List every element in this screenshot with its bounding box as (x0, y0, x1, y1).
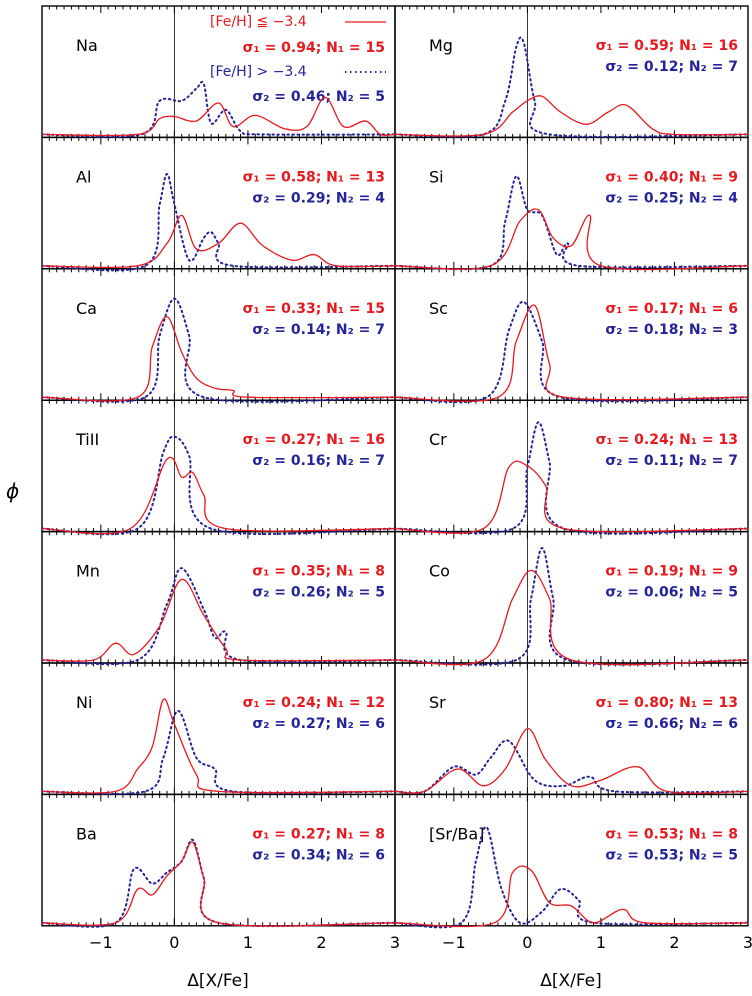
sigma2-annotation: σ₂ = 0.27; N₂ = 6 (252, 716, 385, 732)
series-group2-line (394, 826, 749, 929)
series-group1-line (394, 95, 749, 137)
x-tick-label: 0 (169, 933, 179, 952)
sigma2-annotation: σ₂ = 0.26; N₂ = 5 (252, 585, 385, 601)
series-group1-line (41, 841, 396, 927)
element-label: Mn (76, 562, 100, 581)
series-group1-line (394, 460, 749, 534)
x-tick-label: −1 (89, 933, 113, 952)
panel-sr-ba: [Sr/Ba] σ₁ = 0.53; N₁ = 8 σ₂ = 0.53; N₂ = … (394, 793, 749, 927)
sigma2-annotation: σ₂ = 0.66; N₂ = 6 (605, 716, 738, 732)
sigma1-annotation: σ₁ = 0.53; N₁ = 8 (605, 826, 738, 842)
series-group2-line (394, 546, 749, 666)
series-group1-line (41, 698, 396, 794)
series-group1-line (394, 865, 749, 928)
panel-co: Co σ₁ = 0.19; N₁ = 9 σ₂ = 0.06; N₂ = 5 (394, 530, 749, 664)
sigma1-annotation: σ₁ = 0.35; N₁ = 8 (252, 564, 385, 580)
x-tick-label: 0 (522, 933, 532, 952)
panel-sr: Sr σ₁ = 0.80; N₁ = 13 σ₂ = 0.66; N₂ = 6 (394, 662, 749, 796)
sigma1-annotation: σ₁ = 0.27; N₁ = 8 (252, 826, 385, 842)
sigma1-annotation: σ₁ = 0.24; N₁ = 13 (596, 432, 738, 448)
panel-mg: Mg σ₁ = 0.59; N₁ = 16 σ₂ = 0.12; N₂ = 7 (394, 5, 749, 139)
panel-ca: Ca σ₁ = 0.33; N₁ = 15 σ₂ = 0.14; N₂ = 7 (41, 268, 396, 401)
sigma1-annotation: σ₁ = 0.27; N₁ = 16 (243, 432, 385, 448)
legend-group1-label: [Fe/H] ≦ −3.4 (210, 14, 307, 30)
element-label: Ni (76, 693, 92, 712)
series-group2-line (394, 739, 749, 795)
sigma2-annotation: σ₂ = 0.25; N₂ = 4 (605, 190, 738, 206)
series-group2-line (41, 435, 396, 536)
series-group2-line (41, 172, 396, 272)
element-label: Co (429, 562, 450, 581)
x-tick-label: 3 (390, 933, 400, 952)
panel-sc: Sc σ₁ = 0.17; N₁ = 6 σ₂ = 0.18; N₂ = 3 (394, 268, 749, 401)
sigma2-annotation: σ₂ = 0.34; N₂ = 6 (252, 847, 385, 863)
panel-ni: Ni σ₁ = 0.24; N₁ = 12 σ₂ = 0.27; N₂ = 6 (41, 662, 396, 796)
series-group2-line (41, 567, 396, 666)
element-label: Al (76, 167, 91, 186)
x-tick-label: 1 (243, 933, 253, 952)
sigma2-annotation: σ₂ = 0.46; N₂ = 5 (252, 89, 385, 105)
panels-layer: −1 0 1 2 3 −1 0 1 2 3 Na σ₁ = 0.94; N₁ = 15 σ₂ = 0.4… (41, 5, 752, 952)
x-axis-label-right: Δ[X/Fe] (540, 971, 602, 991)
sigma2-annotation: σ₂ = 0.18; N₂ = 3 (605, 322, 738, 338)
series-group1-line (41, 214, 396, 269)
series-group2-line (41, 80, 396, 138)
series-group1-line (41, 456, 396, 535)
x-tick-label: 3 (743, 933, 752, 952)
series-group2-line (394, 421, 749, 535)
sigma2-annotation: σ₂ = 0.29; N₂ = 4 (252, 190, 385, 206)
curves-layer (41, 36, 749, 929)
x-tick-label: 2 (669, 933, 679, 952)
panel-mn: Mn σ₁ = 0.35; N₁ = 8 σ₂ = 0.26; N₂ = 5 (41, 530, 396, 664)
element-label: Si (429, 167, 444, 186)
element-label: TiII (75, 430, 99, 449)
sigma2-annotation: σ₂ = 0.16; N₂ = 7 (252, 453, 385, 469)
y-axis-label: ϕ (6, 479, 19, 503)
panel-si: Si σ₁ = 0.40; N₁ = 9 σ₂ = 0.25; N₂ = 4 (394, 136, 749, 270)
series-group2-line (41, 297, 396, 403)
panel-ba: Ba σ₁ = 0.27; N₁ = 8 σ₂ = 0.34; N₂ = 6 (41, 793, 396, 927)
x-tick-label: −1 (442, 933, 466, 952)
panel-tiii: TiII σ₁ = 0.27; N₁ = 16 σ₂ = 0.16; N₂ = 7 (41, 399, 396, 533)
series-group1-line (394, 304, 749, 402)
sigma1-annotation: σ₁ = 0.19; N₁ = 9 (605, 564, 738, 580)
sigma1-annotation: σ₁ = 0.58; N₁ = 13 (243, 169, 385, 185)
panel-al: Al σ₁ = 0.58; N₁ = 13 σ₂ = 0.29; N₂ = 4 (41, 136, 396, 270)
x-axis-label-left: Δ[X/Fe] (187, 971, 249, 991)
sigma1-annotation: σ₁ = 0.94; N₁ = 15 (243, 40, 385, 56)
series-group1-line (394, 728, 749, 794)
series-group1-line (394, 208, 749, 271)
sigma1-annotation: σ₁ = 0.24; N₁ = 12 (243, 695, 385, 711)
series-group1-line (41, 578, 396, 662)
sigma2-annotation: σ₂ = 0.11; N₂ = 7 (605, 453, 738, 469)
element-label: Ba (76, 824, 97, 843)
element-label: [Sr/Ba] (429, 824, 484, 843)
sigma1-annotation: σ₁ = 0.80; N₁ = 13 (596, 695, 738, 711)
sigma2-annotation: σ₂ = 0.06; N₂ = 5 (605, 585, 738, 601)
series-group1-line (394, 569, 749, 666)
sigma2-annotation: σ₂ = 0.53; N₂ = 5 (605, 847, 738, 863)
x-tick-label: 2 (316, 933, 326, 952)
panel-cr: Cr σ₁ = 0.24; N₁ = 13 σ₂ = 0.11; N₂ = 7 (394, 399, 749, 533)
legend-group2-label: [Fe/H] > −3.4 (210, 64, 307, 80)
sigma1-annotation: σ₁ = 0.40; N₁ = 9 (605, 169, 738, 185)
sigma1-annotation: σ₁ = 0.17; N₁ = 6 (605, 301, 738, 317)
legend: [Fe/H] ≦ −3.4 [Fe/H] > −3.4 (210, 14, 386, 80)
sigma2-annotation: σ₂ = 0.14; N₂ = 7 (252, 322, 385, 338)
element-label: Na (76, 36, 98, 55)
sigma2-annotation: σ₂ = 0.12; N₂ = 7 (605, 59, 738, 75)
element-label: Sr (429, 693, 446, 712)
series-group1-line (41, 315, 396, 402)
series-group1-line (41, 96, 396, 137)
element-label: Cr (429, 430, 447, 449)
element-label: Ca (76, 299, 97, 318)
element-label: Mg (429, 36, 453, 55)
series-group2-line (394, 175, 749, 271)
sigma1-annotation: σ₁ = 0.59; N₁ = 16 (596, 38, 738, 54)
x-tick-label: 1 (596, 933, 606, 952)
element-label: Sc (429, 299, 448, 318)
sigma1-annotation: σ₁ = 0.33; N₁ = 15 (243, 301, 385, 317)
